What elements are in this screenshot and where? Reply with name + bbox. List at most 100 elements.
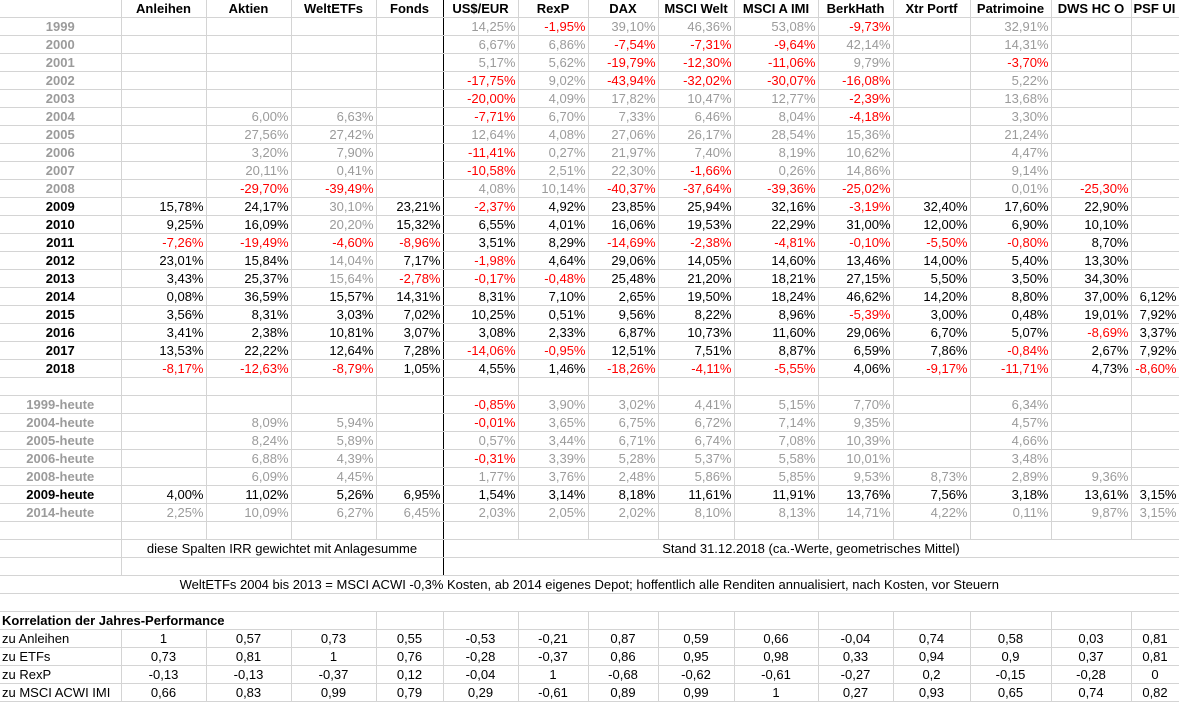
value-cell[interactable]: -25,02% (818, 179, 894, 198)
value-cell[interactable]: 10,81% (291, 323, 377, 342)
value-cell[interactable]: -5,55% (734, 359, 819, 378)
value-cell[interactable]: 16,09% (206, 215, 292, 234)
value-cell[interactable]: 32,16% (734, 197, 819, 216)
column-header[interactable]: PSF UI I (1131, 0, 1179, 18)
value-cell[interactable]: -12,63% (206, 359, 292, 378)
value-cell[interactable]: 7,14% (734, 413, 819, 432)
correlation-cell[interactable]: 0,94 (893, 647, 971, 666)
value-cell[interactable]: -4,11% (658, 359, 735, 378)
value-cell[interactable]: -25,30% (1051, 179, 1132, 198)
value-cell[interactable]: 12,64% (443, 125, 519, 144)
value-cell[interactable] (1131, 179, 1179, 198)
value-cell[interactable]: 11,02% (206, 485, 292, 504)
correlation-cell[interactable]: -0,62 (658, 665, 735, 684)
value-cell[interactable]: -4,18% (818, 107, 894, 126)
value-cell[interactable]: -2,39% (818, 89, 894, 108)
row-label[interactable]: 2004 (0, 107, 122, 126)
value-cell[interactable]: -0,85% (443, 395, 519, 414)
value-cell[interactable]: 12,00% (893, 215, 971, 234)
correlation-cell[interactable]: -0,04 (818, 629, 894, 648)
value-cell[interactable]: 11,60% (734, 323, 819, 342)
value-cell[interactable]: 15,84% (206, 251, 292, 270)
value-cell[interactable]: 3,56% (121, 305, 207, 324)
value-cell[interactable]: 4,39% (291, 449, 377, 468)
value-cell[interactable] (1131, 53, 1179, 72)
value-cell[interactable]: 3,02% (588, 395, 659, 414)
value-cell[interactable]: 20,11% (206, 161, 292, 180)
correlation-cell[interactable]: 0,82 (1131, 683, 1179, 702)
value-cell[interactable]: 3,08% (443, 323, 519, 342)
empty-cell[interactable] (734, 377, 819, 396)
value-cell[interactable]: 10,09% (206, 503, 292, 522)
value-cell[interactable] (893, 17, 971, 36)
empty-cell[interactable] (376, 521, 444, 540)
value-cell[interactable]: 28,54% (734, 125, 819, 144)
row-label[interactable]: 2016 (0, 323, 122, 342)
value-cell[interactable]: 6,12% (1131, 287, 1179, 306)
row-label[interactable]: 2009 (0, 197, 122, 216)
value-cell[interactable] (376, 431, 444, 450)
row-label[interactable]: 2005-heute (0, 431, 122, 450)
correlation-cell[interactable]: 0,76 (376, 647, 444, 666)
value-cell[interactable]: 22,29% (734, 215, 819, 234)
value-cell[interactable] (1051, 17, 1132, 36)
value-cell[interactable]: 9,02% (518, 71, 589, 90)
correlation-cell[interactable]: 0,2 (893, 665, 971, 684)
value-cell[interactable]: 39,10% (588, 17, 659, 36)
value-cell[interactable]: 7,10% (518, 287, 589, 306)
column-header[interactable]: MSCI Welt (658, 0, 735, 18)
column-header[interactable]: MSCI A IMI (734, 0, 819, 18)
value-cell[interactable]: 0,57% (443, 431, 519, 450)
value-cell[interactable]: 8,18% (588, 485, 659, 504)
value-cell[interactable]: 6,75% (588, 413, 659, 432)
value-cell[interactable]: 15,78% (121, 197, 207, 216)
correlation-cell[interactable]: -0,53 (443, 629, 519, 648)
value-cell[interactable]: 3,65% (518, 413, 589, 432)
value-cell[interactable]: -0,01% (443, 413, 519, 432)
value-cell[interactable] (121, 467, 207, 486)
value-cell[interactable]: -11,41% (443, 143, 519, 162)
value-cell[interactable]: 4,73% (1051, 359, 1132, 378)
value-cell[interactable]: -8,79% (291, 359, 377, 378)
value-cell[interactable]: 5,62% (518, 53, 589, 72)
value-cell[interactable]: 5,37% (658, 449, 735, 468)
value-cell[interactable]: 6,74% (658, 431, 735, 450)
value-cell[interactable]: 4,92% (518, 197, 589, 216)
value-cell[interactable]: 5,26% (291, 485, 377, 504)
value-cell[interactable]: 0,08% (121, 287, 207, 306)
value-cell[interactable] (1131, 467, 1179, 486)
empty-cell[interactable] (818, 377, 894, 396)
correlation-cell[interactable]: 0,89 (588, 683, 659, 702)
value-cell[interactable]: 7,08% (734, 431, 819, 450)
value-cell[interactable]: 4,09% (518, 89, 589, 108)
value-cell[interactable]: 34,30% (1051, 269, 1132, 288)
value-cell[interactable]: 6,27% (291, 503, 377, 522)
empty-cell[interactable] (121, 377, 207, 396)
value-cell[interactable]: 6,00% (206, 107, 292, 126)
correlation-cell[interactable]: -0,61 (734, 665, 819, 684)
correlation-cell[interactable]: -0,68 (588, 665, 659, 684)
value-cell[interactable]: 21,20% (658, 269, 735, 288)
value-cell[interactable]: 14,60% (734, 251, 819, 270)
value-cell[interactable]: -9,17% (893, 359, 971, 378)
value-cell[interactable] (1131, 251, 1179, 270)
row-label[interactable]: 2017 (0, 341, 122, 360)
empty-cell[interactable] (970, 377, 1052, 396)
value-cell[interactable] (121, 431, 207, 450)
empty-cell[interactable] (443, 521, 519, 540)
value-cell[interactable]: 8,73% (893, 467, 971, 486)
value-cell[interactable] (376, 53, 444, 72)
value-cell[interactable]: 0,11% (970, 503, 1052, 522)
value-cell[interactable]: 7,92% (1131, 305, 1179, 324)
value-cell[interactable] (893, 35, 971, 54)
value-cell[interactable]: 9,25% (121, 215, 207, 234)
row-label[interactable]: 2012 (0, 251, 122, 270)
value-cell[interactable]: 7,90% (291, 143, 377, 162)
correlation-cell[interactable]: 0,86 (588, 647, 659, 666)
value-cell[interactable]: -0,10% (818, 233, 894, 252)
value-cell[interactable]: 2,38% (206, 323, 292, 342)
row-label[interactable]: 2008 (0, 179, 122, 198)
value-cell[interactable]: 8,04% (734, 107, 819, 126)
value-cell[interactable] (291, 53, 377, 72)
value-cell[interactable]: 27,15% (818, 269, 894, 288)
